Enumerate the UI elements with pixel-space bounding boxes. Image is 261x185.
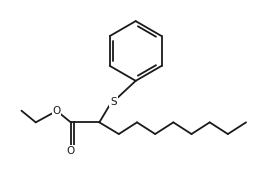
Text: O: O (67, 146, 75, 156)
Text: S: S (110, 97, 117, 107)
Text: O: O (52, 106, 61, 116)
